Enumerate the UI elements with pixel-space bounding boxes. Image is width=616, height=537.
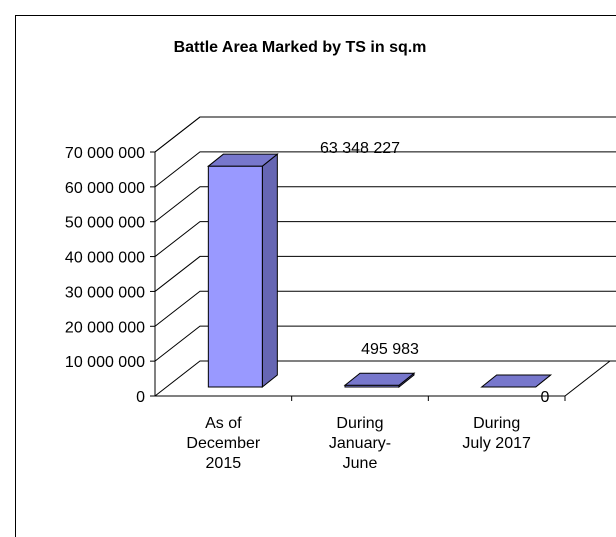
bar-side bbox=[261, 153, 278, 389]
grid-line bbox=[154, 151, 616, 188]
grid-line bbox=[154, 290, 616, 327]
floor bbox=[154, 360, 616, 397]
bar-top bbox=[343, 372, 416, 386]
grid-line bbox=[154, 221, 616, 257]
bar-top bbox=[480, 374, 553, 388]
y-tick-label: 30 000 000 bbox=[65, 284, 145, 301]
x-tick-label: December bbox=[186, 435, 260, 452]
bar bbox=[480, 374, 553, 388]
value-label: 63 348 227 bbox=[320, 140, 400, 157]
value-label: 495 983 bbox=[361, 341, 419, 358]
grid-line bbox=[154, 255, 616, 292]
grid-line bbox=[154, 325, 616, 362]
x-tick-label: January- bbox=[329, 435, 391, 452]
y-tick-label: 50 000 000 bbox=[65, 215, 145, 232]
y-tick-label: 0 bbox=[136, 389, 145, 406]
x-tick-label: 2015 bbox=[206, 455, 242, 472]
y-tick-label: 10 000 000 bbox=[65, 354, 145, 371]
x-tick-label: June bbox=[343, 455, 378, 472]
grid-line bbox=[154, 116, 616, 153]
value-label: 0 bbox=[541, 389, 550, 406]
chart-title: Battle Area Marked by TS in sq.m bbox=[174, 39, 427, 56]
y-tick-label: 20 000 000 bbox=[65, 319, 145, 336]
y-tick-label: 60 000 000 bbox=[65, 180, 145, 197]
x-tick-label: As of bbox=[205, 415, 242, 432]
x-tick-label: During bbox=[336, 415, 383, 432]
bar bbox=[206, 153, 279, 389]
bar bbox=[343, 372, 416, 389]
x-tick-label: July 2017 bbox=[462, 435, 531, 452]
bar-front bbox=[207, 165, 263, 388]
x-tick-label: During bbox=[473, 415, 520, 432]
grid-line bbox=[154, 186, 616, 223]
y-tick-label: 40 000 000 bbox=[65, 250, 145, 267]
y-tick-label: 70 000 000 bbox=[65, 145, 145, 162]
bar-top bbox=[206, 153, 279, 167]
